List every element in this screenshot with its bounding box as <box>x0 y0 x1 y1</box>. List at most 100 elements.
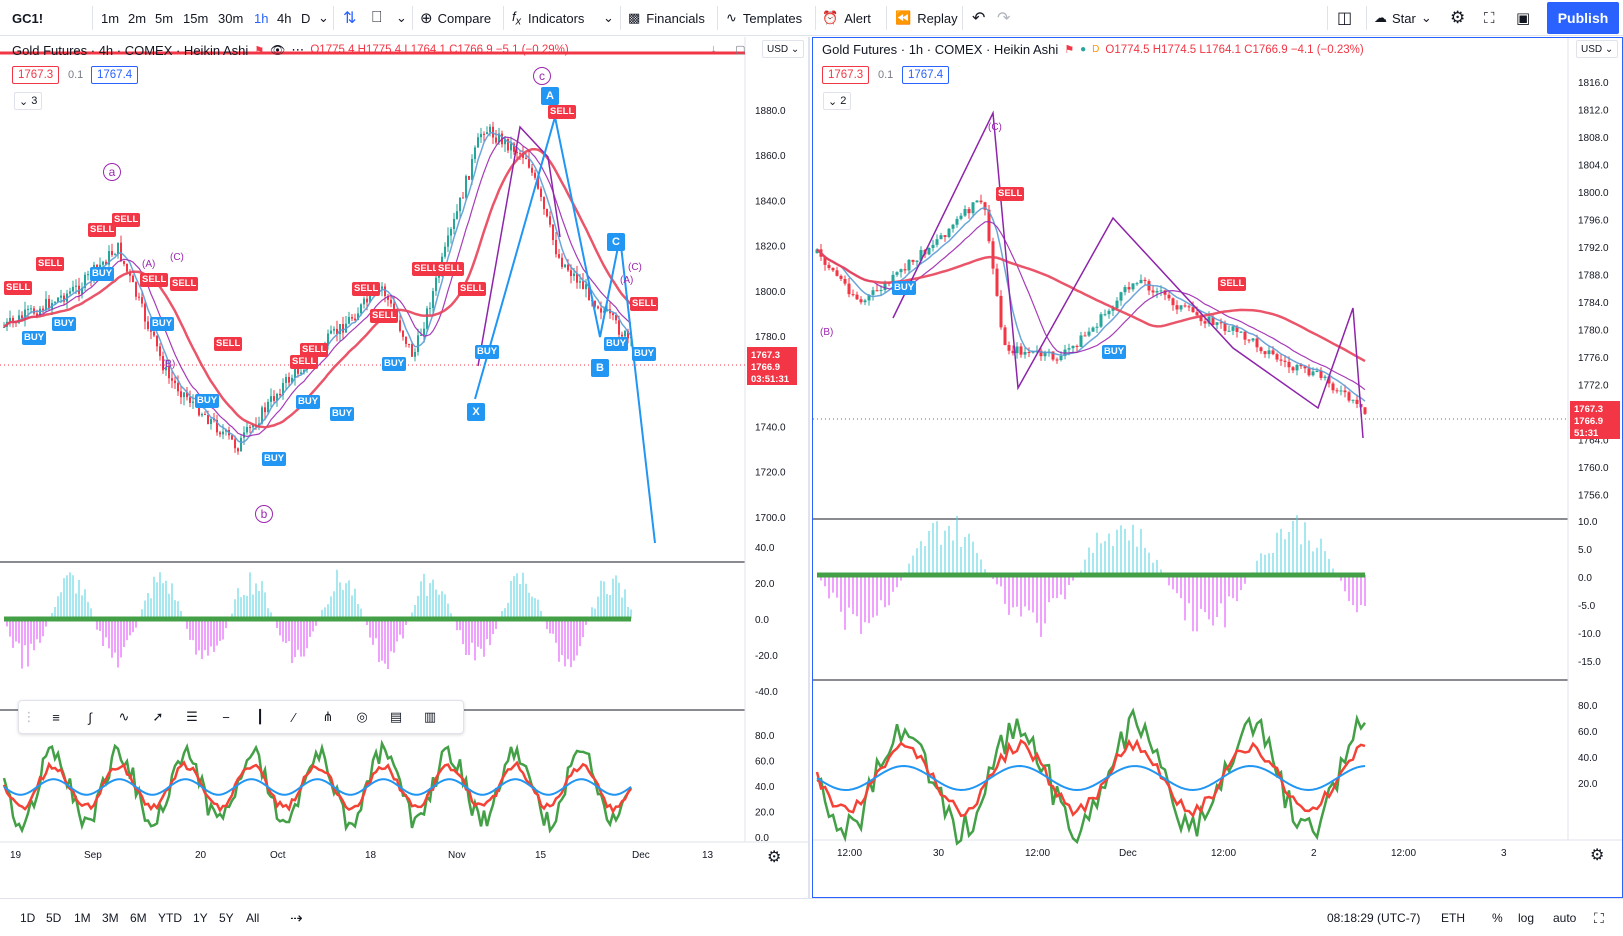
left-bid-price[interactable]: 1767.3 <box>12 66 60 84</box>
candle-body <box>60 295 62 298</box>
right-ask-price[interactable]: 1767.4 <box>902 66 950 84</box>
candle-body <box>827 264 831 269</box>
candle-body <box>1099 314 1103 327</box>
horizontal-lines-icon[interactable]: ≡ <box>52 709 60 725</box>
candle-body <box>543 197 545 210</box>
ray-icon[interactable]: ∕ <box>292 709 296 725</box>
parallel-channel-icon[interactable]: ☰ <box>186 709 198 724</box>
replay-button[interactable]: ⏪ Replay <box>895 10 958 26</box>
fib-retracement-icon[interactable]: ▤ <box>389 709 403 724</box>
candle-body <box>183 392 185 398</box>
range-3M[interactable]: 3M <box>102 911 119 925</box>
candle-body <box>333 328 335 331</box>
templates-button[interactable]: ∿ Templates <box>726 10 803 26</box>
right-collapse-toggle[interactable]: ⌄ 2 <box>823 92 852 110</box>
interval-4h[interactable]: 4h <box>277 10 292 26</box>
candle-body <box>1303 366 1307 369</box>
publish-button[interactable]: Publish <box>1547 2 1619 34</box>
candle-body <box>1067 348 1071 350</box>
interval-1h[interactable]: 1h <box>254 10 269 26</box>
goto-date-icon[interactable]: ⇢ <box>290 910 303 927</box>
log-scale-toggle[interactable]: log <box>1518 911 1535 925</box>
undo-icon[interactable]: ↶ <box>972 10 986 27</box>
candle-body <box>210 419 212 425</box>
settings-gear-icon[interactable]: ⚙ <box>1450 8 1466 27</box>
indicators-button[interactable]: fx Indicators <box>512 8 585 28</box>
left-symbol-title[interactable]: Gold Futures · 4h · COMEX · Heikin Ashi <box>12 42 249 58</box>
fullscreen-icon[interactable]: ⛶ <box>1484 9 1495 27</box>
candle-body <box>267 401 269 413</box>
chart-type-chevron-icon[interactable]: ⌄ <box>396 10 407 25</box>
indicators-chevron-icon[interactable]: ⌄ <box>603 10 614 25</box>
range-YTD[interactable]: YTD <box>158 911 182 925</box>
range-5D[interactable]: 5D <box>46 911 62 925</box>
candle-body <box>111 251 113 255</box>
range-1M[interactable]: 1M <box>74 911 91 925</box>
range-All[interactable]: All <box>246 911 260 925</box>
left-currency-select[interactable]: USD ⌄ <box>762 40 805 58</box>
left-chart-canvas[interactable]: 1880.01860.01840.01820.01800.01780.01760… <box>0 37 810 898</box>
star-button[interactable]: ☁ Star ⌄ <box>1374 10 1432 26</box>
candle-body <box>327 333 329 346</box>
osc-axis-label: -15.0 <box>1578 657 1601 668</box>
alert-button[interactable]: ⏰ Alert <box>822 10 871 26</box>
candle-body <box>204 414 206 416</box>
candle-body <box>1259 347 1263 352</box>
more-icon[interactable]: ⋯ <box>291 42 305 57</box>
elliott-wave-icon[interactable]: ∿ <box>118 709 130 724</box>
camera-icon[interactable]: ▣ <box>1516 10 1531 27</box>
right-bid-price[interactable]: 1767.3 <box>822 66 870 84</box>
trend-line-icon[interactable]: ➚ <box>152 709 164 724</box>
interval-D[interactable]: D <box>301 10 311 26</box>
vertical-lines-icon[interactable]: ┃ <box>256 709 264 724</box>
fib-extension-icon[interactable]: ▥ <box>423 709 437 724</box>
redo-icon[interactable]: ↷ <box>997 10 1011 27</box>
abc-pattern-icon[interactable]: ∫ <box>88 709 92 725</box>
candle-body <box>1107 310 1111 315</box>
horizontal-ray-icon[interactable]: − <box>222 709 230 725</box>
right-chart-pane[interactable]: 1816.0 1812.0 1808.0 1804.0 1800.0 1796.0 1792… <box>812 37 1623 898</box>
left-collapse-toggle[interactable]: ⌄ 3 <box>14 92 43 110</box>
compare-button[interactable]: ⊕ Compare <box>420 10 492 27</box>
candle-body <box>939 235 943 240</box>
buy-signal: BUY <box>632 347 657 361</box>
wave-tag-C: C <box>607 233 625 251</box>
interval-2m[interactable]: 2m <box>128 10 147 26</box>
financials-button[interactable]: ▩ Financials <box>628 10 705 26</box>
pitchfork-icon[interactable]: ⋔ <box>322 709 334 724</box>
candle-body <box>871 290 875 295</box>
interval-15m[interactable]: 15m <box>183 10 209 26</box>
right-currency-select[interactable]: USD ⌄ <box>1576 40 1619 58</box>
right-symbol-title[interactable]: Gold Futures · 1h · COMEX · Heikin Ashi <box>822 42 1059 57</box>
left-ask-price[interactable]: 1767.4 <box>91 66 139 84</box>
interval-1m[interactable]: 1m <box>101 10 120 26</box>
candle-body <box>1115 300 1119 309</box>
layout-icon[interactable]: ◫ <box>1337 10 1353 27</box>
fullscreen-corners-icon[interactable]: ⛶ <box>1594 909 1604 926</box>
range-1Y[interactable]: 1Y <box>193 911 208 925</box>
left-maximize-icon[interactable]: ▢ <box>735 44 746 56</box>
session-toggle[interactable]: ETH <box>1441 911 1465 925</box>
percent-scale-toggle[interactable]: % <box>1492 911 1503 925</box>
right-chart-canvas[interactable]: 1816.0 1812.0 1808.0 1804.0 1800.0 1796.0 1792… <box>813 38 1622 897</box>
osc-axis-label: -5.0 <box>1578 601 1596 612</box>
range-1D[interactable]: 1D <box>20 911 36 925</box>
auto-scale-toggle[interactable]: auto <box>1553 911 1577 925</box>
fib-circle-icon[interactable]: ◎ <box>356 709 368 724</box>
interval-5m[interactable]: 5m <box>155 10 174 26</box>
left-chart-pane[interactable]: 1880.01860.01840.01820.01800.01780.01760… <box>0 37 810 898</box>
drag-handle-icon[interactable]: ⋮ <box>22 709 36 724</box>
candles-icon[interactable]: ⎕ <box>372 9 382 26</box>
left-scroll-down-icon[interactable]: ↓ <box>711 43 717 55</box>
intervals-chevron-icon[interactable]: ⌄ <box>318 10 329 25</box>
range-5Y[interactable]: 5Y <box>219 911 234 925</box>
range-6M[interactable]: 6M <box>130 911 147 925</box>
bar-style-icon[interactable]: ⇅ <box>343 10 357 27</box>
eye-icon[interactable]: 👁 <box>270 43 286 57</box>
candle-body <box>1247 339 1251 341</box>
candle-body <box>489 126 491 133</box>
stoch-axis-label: 80.0 <box>1578 701 1598 712</box>
interval-30m[interactable]: 30m <box>218 10 244 26</box>
symbol-search[interactable]: GC1! <box>12 10 44 26</box>
clock-timezone[interactable]: 08:18:29 (UTC-7) <box>1327 911 1421 925</box>
